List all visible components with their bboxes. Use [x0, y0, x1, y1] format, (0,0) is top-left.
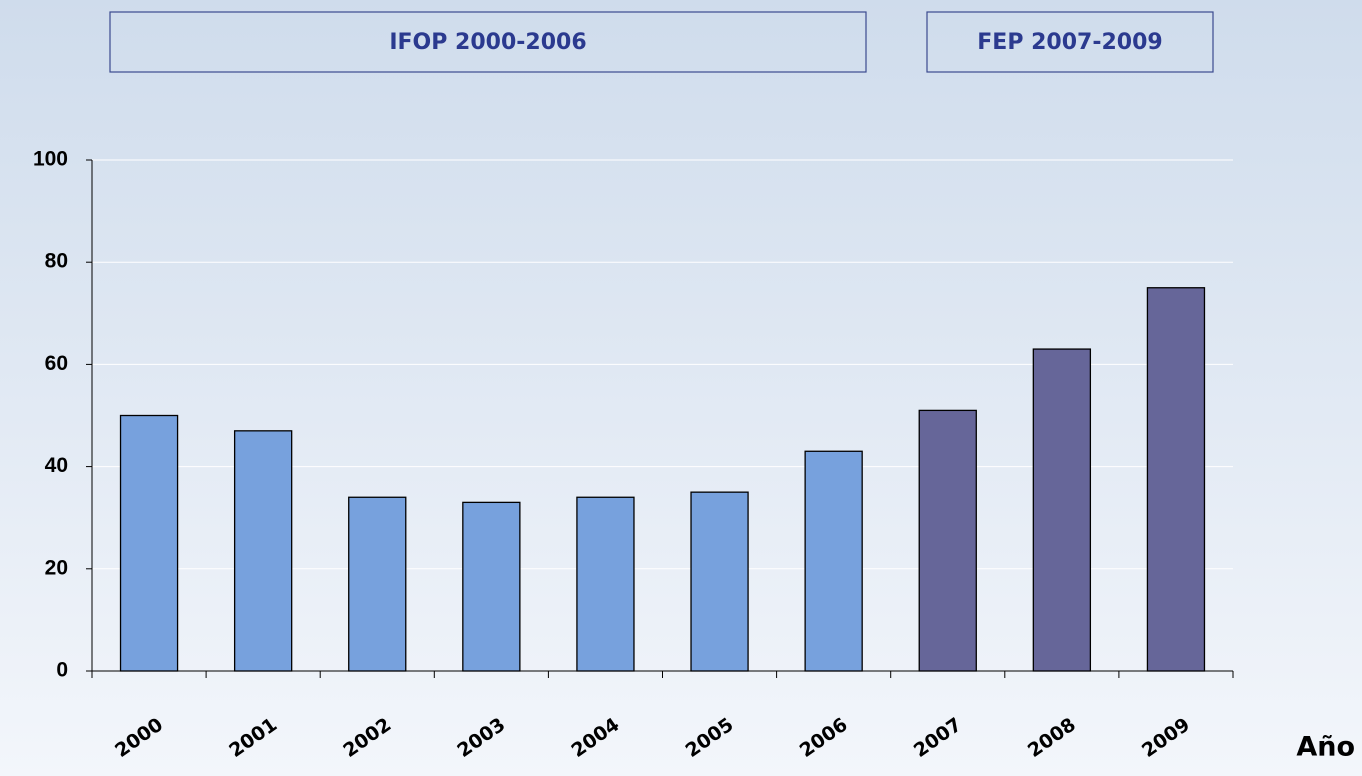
annotation: FEP 2007-2009 [977, 30, 1162, 55]
bar [690, 491, 749, 672]
y-tick-label: 80 [45, 250, 68, 273]
bar [462, 501, 521, 672]
bar [918, 409, 977, 672]
bar [233, 430, 293, 672]
annotation-box [926, 11, 1214, 73]
y-tick-label: 20 [45, 556, 68, 579]
y-tick-label: 40 [45, 454, 68, 477]
x-axis-label: Año [1296, 732, 1355, 763]
annotation: IFOP 2000-2006 [389, 30, 586, 55]
bar [348, 496, 407, 672]
bar [1146, 287, 1206, 672]
bar [576, 496, 635, 672]
bar [1032, 348, 1092, 672]
y-tick-label: 0 [56, 659, 68, 682]
y-tick-label: 100 [33, 148, 68, 171]
annotation-box [109, 11, 867, 73]
y-tick-label: 60 [45, 352, 68, 375]
bar [119, 414, 179, 672]
bar [804, 450, 863, 672]
